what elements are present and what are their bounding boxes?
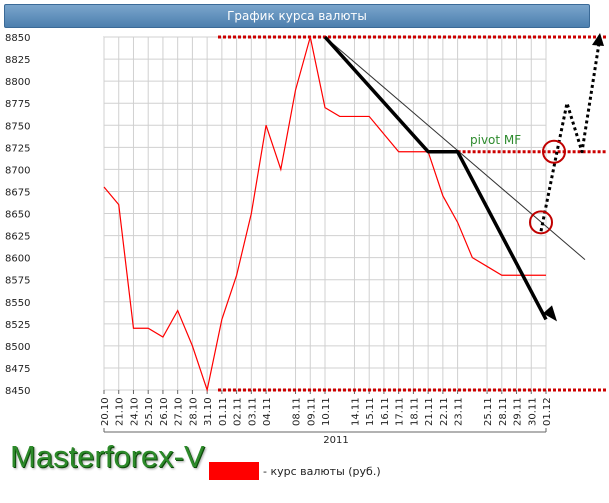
- x-tick-label: 17.11: [395, 397, 406, 426]
- forecast-line: [539, 36, 602, 232]
- x-tick-label: 20.10: [100, 397, 111, 426]
- series: [103, 36, 546, 393]
- x-tick-label: 16.11: [380, 397, 391, 426]
- y-tick-label: 8475: [5, 364, 30, 375]
- y-axis-ticks: 8450 8475 8500 8525 8550 8575 8600 8625 8650 8675…: [5, 33, 30, 397]
- y-tick-label: 8500: [5, 342, 30, 353]
- y-tick-label: 8850: [5, 33, 30, 44]
- brand-logo: Masterforex-V: [10, 439, 205, 474]
- y-tick-label: 8525: [5, 320, 30, 331]
- x-tick-label: 03.11: [247, 397, 258, 426]
- x-tick-label: 08.11: [292, 397, 303, 426]
- thick-trend-line: [323, 35, 548, 321]
- y-tick-label: 8800: [5, 77, 30, 88]
- legend-swatch: [209, 462, 259, 480]
- chart-title: График курса валюты: [4, 4, 590, 28]
- y-tick-label: 8550: [5, 298, 30, 309]
- y-tick-label: 8775: [5, 99, 30, 110]
- y-tick-label: 8825: [5, 55, 30, 66]
- x-tick-label: 09.11: [306, 397, 317, 426]
- x-tick-label: 30.11: [527, 397, 538, 426]
- x-tick-label: 26.10: [159, 397, 170, 426]
- thick-trend-arrow: [543, 305, 557, 322]
- x-tick-label: 10.11: [321, 397, 332, 426]
- y-tick-label: 8650: [5, 210, 30, 221]
- x-tick-label: 27.10: [174, 397, 185, 426]
- thick-trend: [323, 35, 557, 322]
- x-tick-label: 29.11: [513, 397, 524, 426]
- pivot-label: pivot MF: [470, 133, 521, 147]
- x-tick-label: 22.11: [439, 397, 450, 426]
- x-tick-label: 21.10: [115, 397, 126, 426]
- y-tick-label: 8575: [5, 276, 30, 287]
- x-tick-label: 25.10: [144, 397, 155, 426]
- y-tick-label: 8675: [5, 187, 30, 198]
- pivot-circle: [529, 210, 553, 235]
- x-tick-label: 01.12: [542, 397, 553, 426]
- legend-label: - курс валюты (руб.): [263, 464, 381, 478]
- pivot-circles: [529, 139, 566, 235]
- x-tick-label: 18.11: [409, 397, 420, 426]
- x-tick-label: 23.11: [454, 397, 465, 426]
- pivot-circle: [542, 139, 566, 164]
- year-label: 2011: [323, 435, 348, 446]
- x-axis-ticks: 20.10 21.10 24.10 25.10 26.10 27.10 28.10 31.10…: [100, 390, 553, 433]
- y-tick-label: 8600: [5, 254, 30, 265]
- x-tick-label: 28.10: [188, 397, 199, 426]
- x-tick-label: 15.11: [365, 397, 376, 426]
- y-tick-label: 8450: [5, 386, 30, 397]
- y-tick-label: 8725: [5, 143, 30, 154]
- x-tick-label: 31.10: [203, 397, 214, 426]
- series-line: [103, 36, 546, 393]
- legend: - курс валюты (руб.): [209, 462, 381, 480]
- y-tick-label: 8750: [5, 121, 30, 132]
- y-tick-label: 8700: [5, 165, 30, 176]
- x-tick-label: 28.11: [498, 397, 509, 426]
- y-tick-label: 8625: [5, 232, 30, 243]
- x-tick-label: 24.10: [129, 397, 140, 426]
- x-tick-label: 02.11: [233, 397, 244, 426]
- x-tick-label: 01.11: [218, 397, 229, 426]
- x-tick-label: 14.11: [350, 397, 361, 426]
- x-tick-label: 25.11: [483, 397, 494, 426]
- forecast-arrow: [592, 33, 604, 46]
- x-tick-label: 21.11: [424, 397, 435, 426]
- forecast-path: [539, 33, 604, 232]
- x-tick-label: 04.11: [262, 397, 273, 426]
- grid: [103, 36, 547, 391]
